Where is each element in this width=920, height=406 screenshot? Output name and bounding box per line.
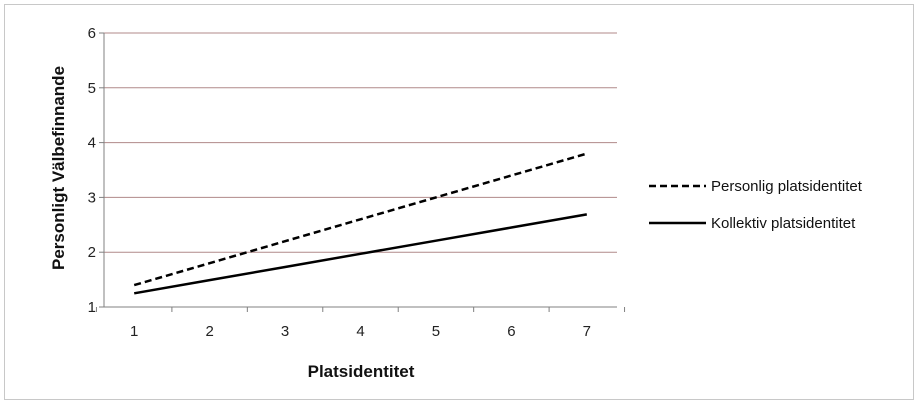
x-tick-label: 7 (583, 323, 591, 340)
x-axis-title: Platsidentitet (308, 362, 415, 381)
series-line-1 (133, 152, 588, 287)
y-tick-label: 1 (88, 299, 96, 316)
y-tick-label: 5 (88, 80, 96, 97)
x-tick-label: 6 (507, 323, 515, 340)
y-tick-label: 2 (88, 244, 96, 261)
series-line-2 (133, 213, 588, 295)
x-tick-label: 2 (205, 323, 213, 340)
x-tick-label: 3 (281, 323, 289, 340)
axes: 1 2 3 4 5 6 1 2 3 4 5 6 7 (88, 25, 626, 340)
x-tick-label: 5 (432, 323, 440, 340)
legend-label: Personlig platsidentitet (711, 178, 863, 195)
y-tick-label: 6 (88, 25, 96, 42)
y-tick-label: 3 (88, 189, 96, 206)
legend-label: Kollektiv platsidentitet (711, 215, 856, 232)
chart-frame (4, 4, 914, 400)
y-tick-label: 4 (88, 135, 96, 152)
x-tick-label: 4 (356, 323, 364, 340)
x-tick-label: 1 (130, 323, 138, 340)
series-lines (133, 152, 588, 295)
y-axis-title: Personligt Välbefinnande (49, 66, 68, 270)
legend: Personlig platsidentitet Kollektiv platsi… (649, 178, 863, 232)
gridlines (104, 32, 617, 253)
